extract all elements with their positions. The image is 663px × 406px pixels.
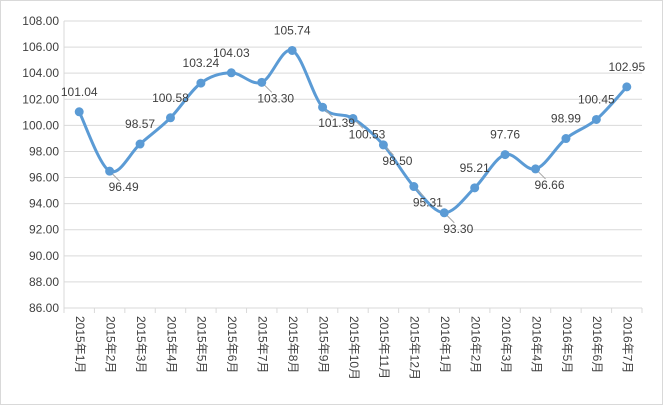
leader-line: [386, 147, 394, 156]
data-point-1: [105, 166, 115, 176]
data-point-0: [74, 107, 84, 117]
x-tick-label: 2015年11月: [377, 316, 391, 379]
y-tick-label: 100.00: [22, 118, 59, 132]
y-tick-label: 104.00: [22, 66, 59, 80]
data-label-0: 101.04: [61, 85, 98, 99]
data-point-12: [439, 208, 449, 218]
data-label-12: 93.30: [443, 222, 473, 236]
leader-line: [264, 84, 273, 93]
data-label-4: 103.24: [183, 56, 220, 70]
x-tick-label: 2015年4月: [164, 316, 178, 373]
x-tick-label: 2016年3月: [499, 316, 513, 373]
leader-line: [325, 109, 333, 118]
data-label-11: 95.31: [413, 196, 443, 210]
data-point-9: [348, 113, 358, 123]
data-label-18: 102.95: [608, 60, 645, 74]
leader-line: [112, 173, 120, 182]
data-label-2: 98.57: [125, 117, 155, 131]
data-point-4: [196, 78, 206, 88]
x-tick-label: 2015年2月: [103, 316, 117, 373]
y-axis: 86.00 88.00 90.00 92.00 94.00 96.00 98.00 100.0…: [22, 14, 65, 315]
x-tick-label: 2015年5月: [195, 316, 209, 373]
x-tick-label: 2015年8月: [286, 316, 300, 373]
data-point-8: [318, 102, 328, 112]
data-point-6: [257, 77, 267, 87]
data-label-13: 95.21: [460, 161, 490, 175]
x-tick-label: 2016年6月: [590, 316, 604, 373]
data-point-17: [591, 114, 601, 124]
y-tick-label: 98.00: [29, 144, 59, 158]
data-point-7: [287, 45, 297, 55]
data-label-5: 104.03: [213, 46, 250, 60]
x-axis: 2015年1月 2015年2月 2015年3月 2015年4月 2015年5月 2015年…: [63, 307, 643, 380]
x-tick-label: 2016年1月: [438, 316, 452, 373]
x-tick-label: 2015年1月: [73, 316, 87, 373]
x-tick-label: 2015年9月: [316, 316, 330, 373]
data-point-10: [378, 140, 388, 150]
data-label-7: 105.74: [274, 23, 311, 37]
x-tick-label: 2016年2月: [469, 316, 483, 373]
data-label-14: 97.76: [490, 128, 520, 142]
data-point-16: [561, 134, 571, 144]
data-label-3: 100.58: [152, 91, 189, 105]
y-tick-label: 106.00: [22, 40, 59, 54]
y-tick-label: 90.00: [29, 249, 59, 263]
y-tick-label: 86.00: [29, 301, 59, 315]
data-point-11: [409, 182, 419, 192]
x-tick-label: 2016年7月: [621, 316, 635, 373]
x-tick-label: 2015年7月: [256, 316, 270, 373]
y-tick-label: 96.00: [29, 171, 59, 185]
x-tick-label: 2016年4月: [529, 316, 543, 373]
data-point-14: [500, 150, 510, 160]
data-label-16: 98.99: [551, 112, 581, 126]
data-point-18: [622, 82, 632, 92]
data-point-15: [531, 164, 541, 174]
y-tick-label: 92.00: [29, 223, 59, 237]
x-tick-label: 2015年3月: [134, 316, 148, 373]
y-tick-label: 102.00: [22, 92, 59, 106]
x-tick-label: 2015年6月: [225, 316, 239, 373]
data-label-10: 98.50: [382, 154, 412, 168]
leader-line: [446, 215, 455, 224]
leader-line: [538, 171, 546, 180]
y-tick-label: 108.00: [22, 14, 59, 28]
y-tick-label: 94.00: [29, 197, 59, 211]
gridlines: [64, 20, 642, 309]
x-tick-label: 2015年10月: [347, 316, 361, 380]
data-label-17: 100.45: [578, 92, 615, 106]
data-label-6: 103.30: [257, 91, 294, 105]
y-tick-label: 88.00: [29, 275, 59, 289]
x-tick-label: 2015年12月: [408, 316, 422, 380]
leader-line: [355, 121, 364, 129]
data-point-3: [165, 113, 175, 123]
data-point-5: [226, 68, 236, 78]
data-label-1: 96.49: [109, 180, 139, 194]
data-points: [74, 45, 632, 218]
leader-lines: [112, 84, 546, 224]
data-point-2: [135, 139, 145, 149]
data-point-13: [470, 183, 480, 193]
data-label-15: 96.66: [535, 178, 565, 192]
data-label-8: 101.39: [318, 116, 355, 130]
leader-line: [416, 189, 425, 197]
x-tick-label: 2016年5月: [560, 316, 574, 373]
data-label-9: 100.53: [349, 127, 386, 141]
